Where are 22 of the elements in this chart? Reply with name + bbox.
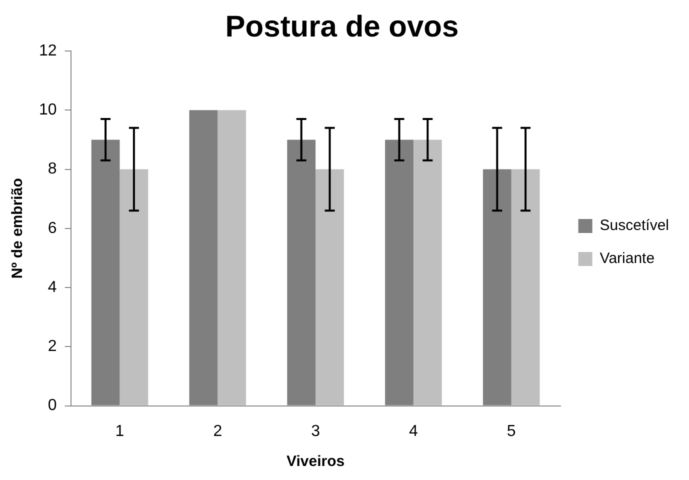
y-tick-label: 10 xyxy=(39,102,57,119)
bar xyxy=(120,169,148,406)
y-axis-title: Nº de embrião xyxy=(9,178,26,279)
y-tick-label: 2 xyxy=(48,338,57,356)
y-tick-label: 0 xyxy=(48,397,57,414)
x-tick-label: 2 xyxy=(213,422,222,440)
legend-label: Suscetível xyxy=(600,217,670,234)
y-tick-label: 4 xyxy=(48,278,57,296)
x-tick-label: 5 xyxy=(506,422,516,440)
legend-label: Variante xyxy=(600,250,655,268)
x-tick-label: 4 xyxy=(408,422,418,440)
y-tick-label: 12 xyxy=(39,42,57,60)
bar xyxy=(316,169,344,406)
x-axis-title: Viveiros xyxy=(286,453,345,470)
bar xyxy=(413,140,442,406)
x-tick-label: 3 xyxy=(311,422,320,440)
chart-title: Postura de ovos xyxy=(225,10,459,44)
y-tick-label: 8 xyxy=(48,160,57,178)
y-tick-label: 6 xyxy=(48,220,57,237)
bar xyxy=(218,110,246,406)
x-tick-label: 1 xyxy=(115,422,124,440)
bar xyxy=(511,169,540,406)
